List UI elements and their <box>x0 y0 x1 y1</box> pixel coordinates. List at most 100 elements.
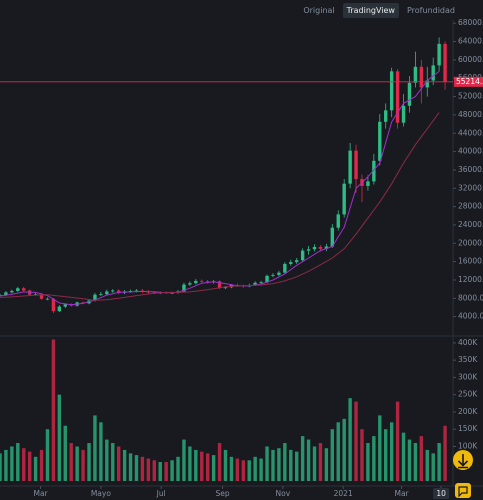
candle-body <box>348 150 352 184</box>
candle-body <box>271 274 275 276</box>
volume-bar <box>366 443 370 481</box>
candle-body <box>182 284 186 292</box>
y-tick-label: 52000.00 <box>458 92 483 101</box>
candle-body <box>99 294 103 295</box>
volume-bar <box>33 456 38 481</box>
volume-bar <box>164 462 168 481</box>
y-tick-label: 40000.00 <box>458 147 483 156</box>
volume-y-tick-label: 250K <box>458 390 478 399</box>
volume-bar <box>247 460 251 481</box>
volume-bar <box>10 446 14 481</box>
candle-body <box>389 71 394 111</box>
moving-average <box>0 112 440 301</box>
volume-bar <box>378 415 382 481</box>
volume-bar <box>134 455 139 481</box>
volume-bar <box>289 449 293 481</box>
candle-body <box>16 288 20 291</box>
volume-bar <box>27 451 32 481</box>
volume-bar <box>63 425 67 481</box>
candle-body <box>63 304 67 307</box>
candle-body <box>205 281 210 283</box>
last-price-box <box>454 76 483 87</box>
volume-bar <box>45 429 50 481</box>
y-tick-label: 36000.00 <box>458 165 483 174</box>
x-tick-label: Nov <box>276 489 291 498</box>
candle-body <box>395 71 400 123</box>
x-tick-label: 2021 <box>334 489 353 498</box>
candle-body <box>437 43 441 66</box>
volume-bar <box>87 443 91 481</box>
volume-bar <box>253 456 257 481</box>
candle-body <box>253 282 257 286</box>
y-tick-label: 12000.00 <box>458 275 483 284</box>
candle-body <box>51 298 56 312</box>
volume-bar <box>277 448 281 481</box>
tab[interactable]: TradingView <box>342 3 399 18</box>
volume-bar <box>152 460 156 481</box>
volume-bar <box>318 443 323 481</box>
volume-y-tick-label: 100K <box>458 441 478 450</box>
volume-bar <box>300 436 305 481</box>
candle-body <box>134 290 139 292</box>
volume-bar <box>176 456 180 481</box>
volume-bar <box>324 448 329 481</box>
volume-bar <box>146 458 151 481</box>
candle-body <box>306 249 311 251</box>
volume-bar <box>128 453 133 481</box>
volume-bar <box>312 446 317 481</box>
x-tick-label: Mar <box>394 489 409 498</box>
volume-bar <box>342 418 346 481</box>
candle-body <box>372 160 376 182</box>
candle-body <box>300 250 305 261</box>
candle-body <box>188 283 192 285</box>
volume-bar <box>360 429 364 481</box>
y-tick-label: 68000.00 <box>458 18 483 27</box>
volume-bar <box>389 422 394 481</box>
volume-bar <box>223 449 228 481</box>
tab[interactable]: Original <box>303 6 335 15</box>
volume-bar <box>354 401 358 481</box>
volume-y-tick-label: 400K <box>458 338 478 347</box>
volume-bar <box>372 436 376 481</box>
x-tick-label: Jul <box>156 489 166 498</box>
volume-bar <box>0 453 2 481</box>
y-tick-label: 20000.00 <box>458 238 483 247</box>
candle-body <box>128 290 133 292</box>
candle-body <box>111 290 115 292</box>
volume-bar <box>116 446 121 481</box>
volume-bar <box>182 439 186 481</box>
volume-bar <box>158 462 162 481</box>
candle-body <box>217 281 222 288</box>
candle-body <box>378 121 382 161</box>
volume-bar <box>443 425 447 481</box>
volume-bar <box>200 451 204 481</box>
volume-bar <box>413 443 418 481</box>
candle-body <box>425 80 429 88</box>
volume-y-tick-label: 300K <box>458 372 478 381</box>
volume-bar <box>407 439 412 481</box>
volume-bar <box>93 415 97 481</box>
x-tick-label: Mar <box>33 489 48 498</box>
x-tick-label: Mayo <box>91 489 112 498</box>
volume-bar <box>111 443 115 481</box>
candle-body <box>170 292 174 294</box>
candle-body <box>443 43 447 82</box>
volume-bar <box>99 422 103 481</box>
volume-bar <box>217 443 222 481</box>
x-tick-highlight <box>433 488 450 499</box>
volume-bar <box>419 436 424 481</box>
candle-body <box>259 282 263 284</box>
y-tick-label: 32000.00 <box>458 183 483 192</box>
volume-bar <box>235 458 240 481</box>
candle-body <box>223 287 228 289</box>
tab[interactable]: Profundidad <box>406 6 455 15</box>
candle-body <box>194 280 198 284</box>
candle-body <box>419 66 424 88</box>
y-tick-label: 64000.00 <box>458 37 483 46</box>
y-tick-label: 48000.00 <box>458 110 483 119</box>
candle-body <box>312 246 317 250</box>
candle-body <box>39 294 44 299</box>
candle-body <box>105 291 109 295</box>
